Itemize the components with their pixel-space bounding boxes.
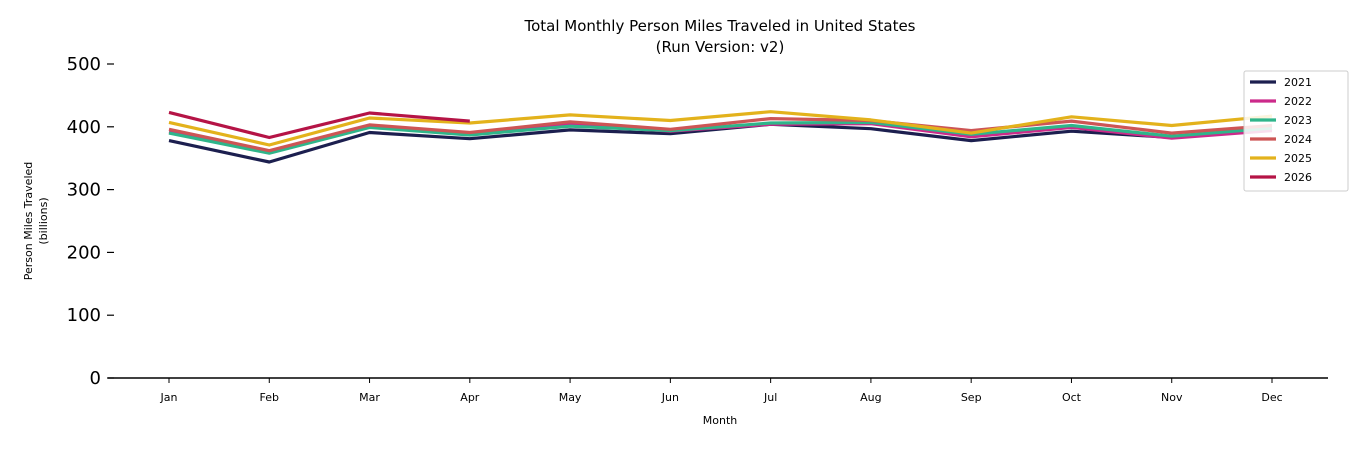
x-tick-label: Sep — [961, 391, 982, 404]
x-tick-label: Jul — [763, 391, 777, 404]
legend-label: 2026 — [1284, 171, 1312, 184]
series-line-2025 — [168, 110, 1273, 147]
y-axis-unit-label: (billions) — [37, 197, 50, 244]
y-tick-label: 100 — [67, 305, 101, 326]
x-tick-label: Feb — [260, 391, 279, 404]
y-tick-label: 400 — [67, 117, 101, 138]
x-tick-label: Oct — [1062, 391, 1082, 404]
x-tick-label: May — [559, 391, 582, 404]
x-tick-label: Jan — [160, 391, 178, 404]
y-axis-label: Person Miles Traveled — [22, 162, 35, 281]
y-axis: 0 100 200 300 400 500 — [67, 54, 114, 389]
series-line-2024 — [168, 116, 1273, 153]
x-tick-label: Dec — [1261, 391, 1282, 404]
x-axis-label: Month — [703, 414, 738, 427]
chart-title: Total Monthly Person Miles Traveled in U… — [523, 17, 915, 35]
y-tick-label: 300 — [67, 180, 101, 201]
x-tick-label: Jun — [661, 391, 679, 404]
x-tick-label: Nov — [1161, 391, 1183, 404]
x-tick-label: Apr — [460, 391, 480, 404]
legend-label: 2022 — [1284, 95, 1312, 108]
legend-label: 2025 — [1284, 152, 1312, 165]
series-layer — [168, 110, 1273, 164]
y-tick-label: 500 — [67, 54, 101, 75]
legend-label: 2021 — [1284, 76, 1312, 89]
legend-label: 2023 — [1284, 114, 1312, 127]
x-axis: Jan Feb Mar Apr May Jun Jul Aug Sep Oct Nov Dec — [108, 377, 1328, 404]
x-tick-label: Mar — [359, 391, 380, 404]
legend-label: 2024 — [1284, 133, 1312, 146]
x-tick-label: Aug — [860, 391, 881, 404]
y-tick-label: 200 — [67, 242, 101, 263]
legend: 2021 2022 2023 2024 2025 2026 — [1243, 70, 1349, 192]
chart-subtitle: (Run Version: v2) — [656, 38, 785, 56]
y-tick-label: 0 — [90, 368, 101, 389]
series-line-2023 — [168, 120, 1273, 155]
series-line-2026 — [168, 110, 470, 140]
